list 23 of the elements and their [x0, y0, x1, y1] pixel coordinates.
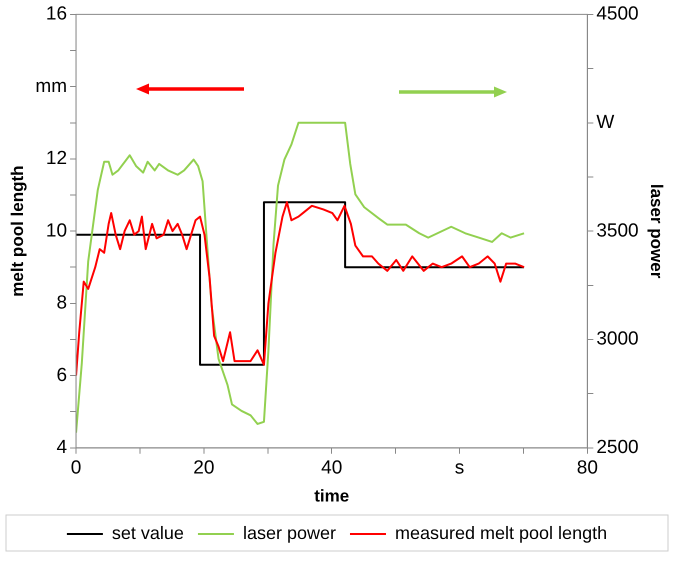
y-tick-label: 16: [46, 4, 68, 25]
y-tick-label: 6: [56, 364, 68, 386]
y-tick-label: 8: [56, 292, 68, 314]
x-tick-label: 0: [70, 457, 82, 478]
y2-tick-label: 4500: [596, 4, 639, 25]
x-tick-label: 20: [193, 457, 214, 478]
y-tick-label: 10: [46, 220, 68, 242]
legend-label: laser power: [242, 522, 336, 543]
y-axis-title: melt pool length: [8, 165, 27, 297]
y-tick-label: 4: [56, 437, 68, 458]
y2-tick-label: 3000: [596, 328, 639, 350]
x-tick-label: 40: [321, 457, 342, 478]
y2-axis-title: laser power: [647, 184, 666, 279]
y2-tick-label: 2500: [596, 437, 639, 458]
y-tick-label: mm: [35, 76, 68, 97]
y2-tick-label: 3500: [596, 220, 639, 242]
y2-tick-label: W: [596, 112, 614, 133]
legend-label: measured melt pool length: [394, 522, 608, 543]
legend-label: set value: [112, 522, 184, 543]
x-axis-title: time: [314, 486, 350, 506]
x-tick-label: 80: [576, 457, 598, 478]
x-tick-label: s: [454, 457, 464, 478]
y-tick-label: 12: [46, 148, 68, 170]
